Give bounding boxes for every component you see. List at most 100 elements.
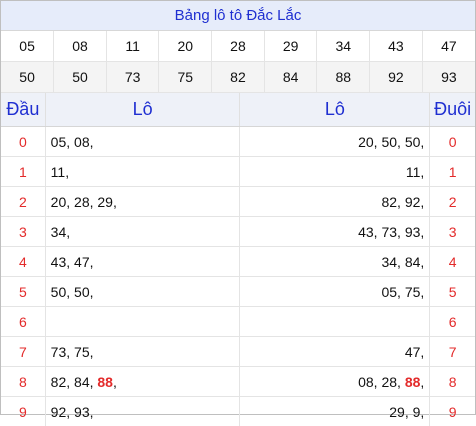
lo-left-cell xyxy=(45,307,240,337)
result-number: 43 xyxy=(370,31,423,62)
table-title: Bảng lô tô Đắc Lắc xyxy=(1,1,475,31)
lo-left-cell: 73, 75, xyxy=(45,337,240,367)
dau-cell: 8 xyxy=(1,367,45,397)
loto-number: 08 xyxy=(74,134,90,150)
lo-left-cell: 82, 84, 88, xyxy=(45,367,240,397)
loto-number: 43 xyxy=(358,224,374,240)
loto-number: 08 xyxy=(358,374,374,390)
loto-number: 47 xyxy=(74,254,90,270)
dau-cell: 7 xyxy=(1,337,45,367)
loto-number: 34 xyxy=(51,224,67,240)
header-lo-left: Lô xyxy=(45,93,240,127)
loto-number: 82 xyxy=(381,194,397,210)
result-number: 29 xyxy=(264,31,317,62)
result-number: 75 xyxy=(159,62,212,93)
result-number: 28 xyxy=(212,31,265,62)
loto-number: 20 xyxy=(51,194,67,210)
lo-left-cell: 11, xyxy=(45,157,240,187)
dau-cell: 9 xyxy=(1,397,45,426)
loto-number: 47 xyxy=(405,344,421,360)
loto-number: 29 xyxy=(389,404,405,420)
loto-number: 50 xyxy=(381,134,397,150)
header-lo-right: Lô xyxy=(240,93,430,127)
loto-number: 75 xyxy=(74,344,90,360)
loto-number: 20 xyxy=(358,134,374,150)
lo-left-cell: 05, 08, xyxy=(45,127,240,157)
loto-number: 84 xyxy=(74,374,90,390)
lo-right-cell: 43, 73, 93, xyxy=(240,217,430,247)
loto-number: 82 xyxy=(51,374,67,390)
loto-number: 29 xyxy=(97,194,113,210)
duoi-cell: 7 xyxy=(430,337,475,367)
result-number: 50 xyxy=(54,62,107,93)
loto-number: 43 xyxy=(51,254,67,270)
dau-cell: 4 xyxy=(1,247,45,277)
result-number: 08 xyxy=(54,31,107,62)
loto-number: 05 xyxy=(51,134,67,150)
duoi-cell: 5 xyxy=(430,277,475,307)
duoi-cell: 3 xyxy=(430,217,475,247)
duoi-cell: 2 xyxy=(430,187,475,217)
loto-number: 11 xyxy=(51,164,66,180)
result-number: 73 xyxy=(106,62,159,93)
lo-right-cell: 47, xyxy=(240,337,430,367)
loto-number: 11 xyxy=(406,164,421,180)
loto-number: 93 xyxy=(74,404,90,420)
duoi-cell: 4 xyxy=(430,247,475,277)
lo-left-cell: 92, 93, xyxy=(45,397,240,426)
loto-number: 73 xyxy=(51,344,67,360)
duoi-cell: 9 xyxy=(430,397,475,426)
result-number: 05 xyxy=(1,31,54,62)
result-number: 20 xyxy=(159,31,212,62)
dau-cell: 5 xyxy=(1,277,45,307)
loto-number: 92 xyxy=(405,194,421,210)
lo-right-cell: 29, 9, xyxy=(240,397,430,426)
dau-cell: 3 xyxy=(1,217,45,247)
lo-right-cell xyxy=(240,307,430,337)
lo-right-cell: 82, 92, xyxy=(240,187,430,217)
loto-number: 84 xyxy=(405,254,421,270)
lo-left-cell: 50, 50, xyxy=(45,277,240,307)
result-number: 47 xyxy=(422,31,475,62)
result-number: 84 xyxy=(264,62,317,93)
header-dau: Đầu xyxy=(1,93,45,127)
result-number: 93 xyxy=(422,62,475,93)
result-number: 82 xyxy=(212,62,265,93)
loto-number: 88 xyxy=(405,374,421,390)
loto-number: 28 xyxy=(74,194,90,210)
lo-right-cell: 11, xyxy=(240,157,430,187)
loto-number: 73 xyxy=(381,224,397,240)
loto-number: 50 xyxy=(74,284,90,300)
loto-number: 92 xyxy=(51,404,67,420)
duoi-cell: 6 xyxy=(430,307,475,337)
loto-number: 75 xyxy=(405,284,421,300)
dau-cell: 2 xyxy=(1,187,45,217)
header-duoi: Đuôi xyxy=(430,93,475,127)
lo-left-cell: 34, xyxy=(45,217,240,247)
lo-right-cell: 20, 50, 50, xyxy=(240,127,430,157)
duoi-cell: 1 xyxy=(430,157,475,187)
result-number: 34 xyxy=(317,31,370,62)
loto-number: 05 xyxy=(381,284,397,300)
dau-cell: 1 xyxy=(1,157,45,187)
result-number: 88 xyxy=(317,62,370,93)
loto-number: 93 xyxy=(405,224,421,240)
lo-left-cell: 20, 28, 29, xyxy=(45,187,240,217)
lo-right-cell: 08, 28, 88, xyxy=(240,367,430,397)
dau-cell: 0 xyxy=(1,127,45,157)
